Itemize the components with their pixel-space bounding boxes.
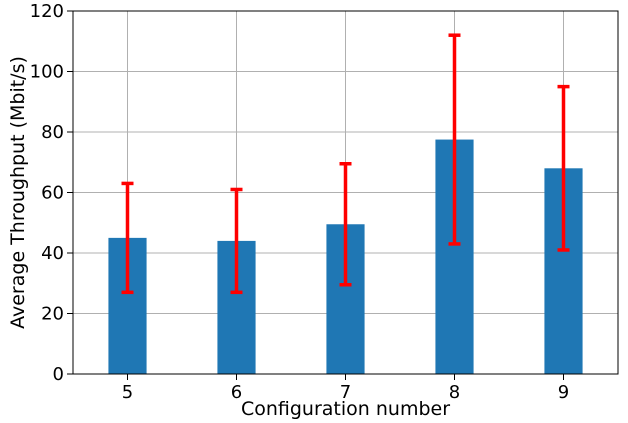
x-ticks: 5 6 7 8 9 (122, 374, 569, 403)
error-bar-9 (557, 84, 570, 252)
x-tick-label: 5 (122, 382, 133, 403)
x-axis-title: Configuration number (241, 398, 450, 420)
x-tick-label: 7 (340, 382, 351, 403)
y-tick-label: 120 (30, 1, 64, 22)
x-tick-label: 9 (558, 382, 569, 403)
y-tick-label: 20 (41, 304, 64, 325)
x-tick-label: 6 (231, 382, 242, 403)
error-bar-5 (121, 181, 134, 295)
y-tick-label: 80 (41, 122, 64, 143)
error-bar-7 (339, 162, 352, 287)
error-bar-8 (448, 33, 461, 246)
bars (108, 139, 583, 374)
y-tick-label: 60 (41, 183, 64, 204)
error-bars (121, 33, 570, 295)
y-ticks: 0 20 40 60 80 100 120 (30, 1, 73, 385)
x-tick-label: 8 (449, 382, 460, 403)
y-tick-label: 100 (30, 62, 64, 83)
error-bar-6 (230, 187, 243, 295)
y-tick-label: 0 (53, 364, 64, 385)
y-axis-title: Average Throughput (Mbit/s) (7, 56, 29, 329)
y-tick-label: 40 (41, 243, 64, 264)
